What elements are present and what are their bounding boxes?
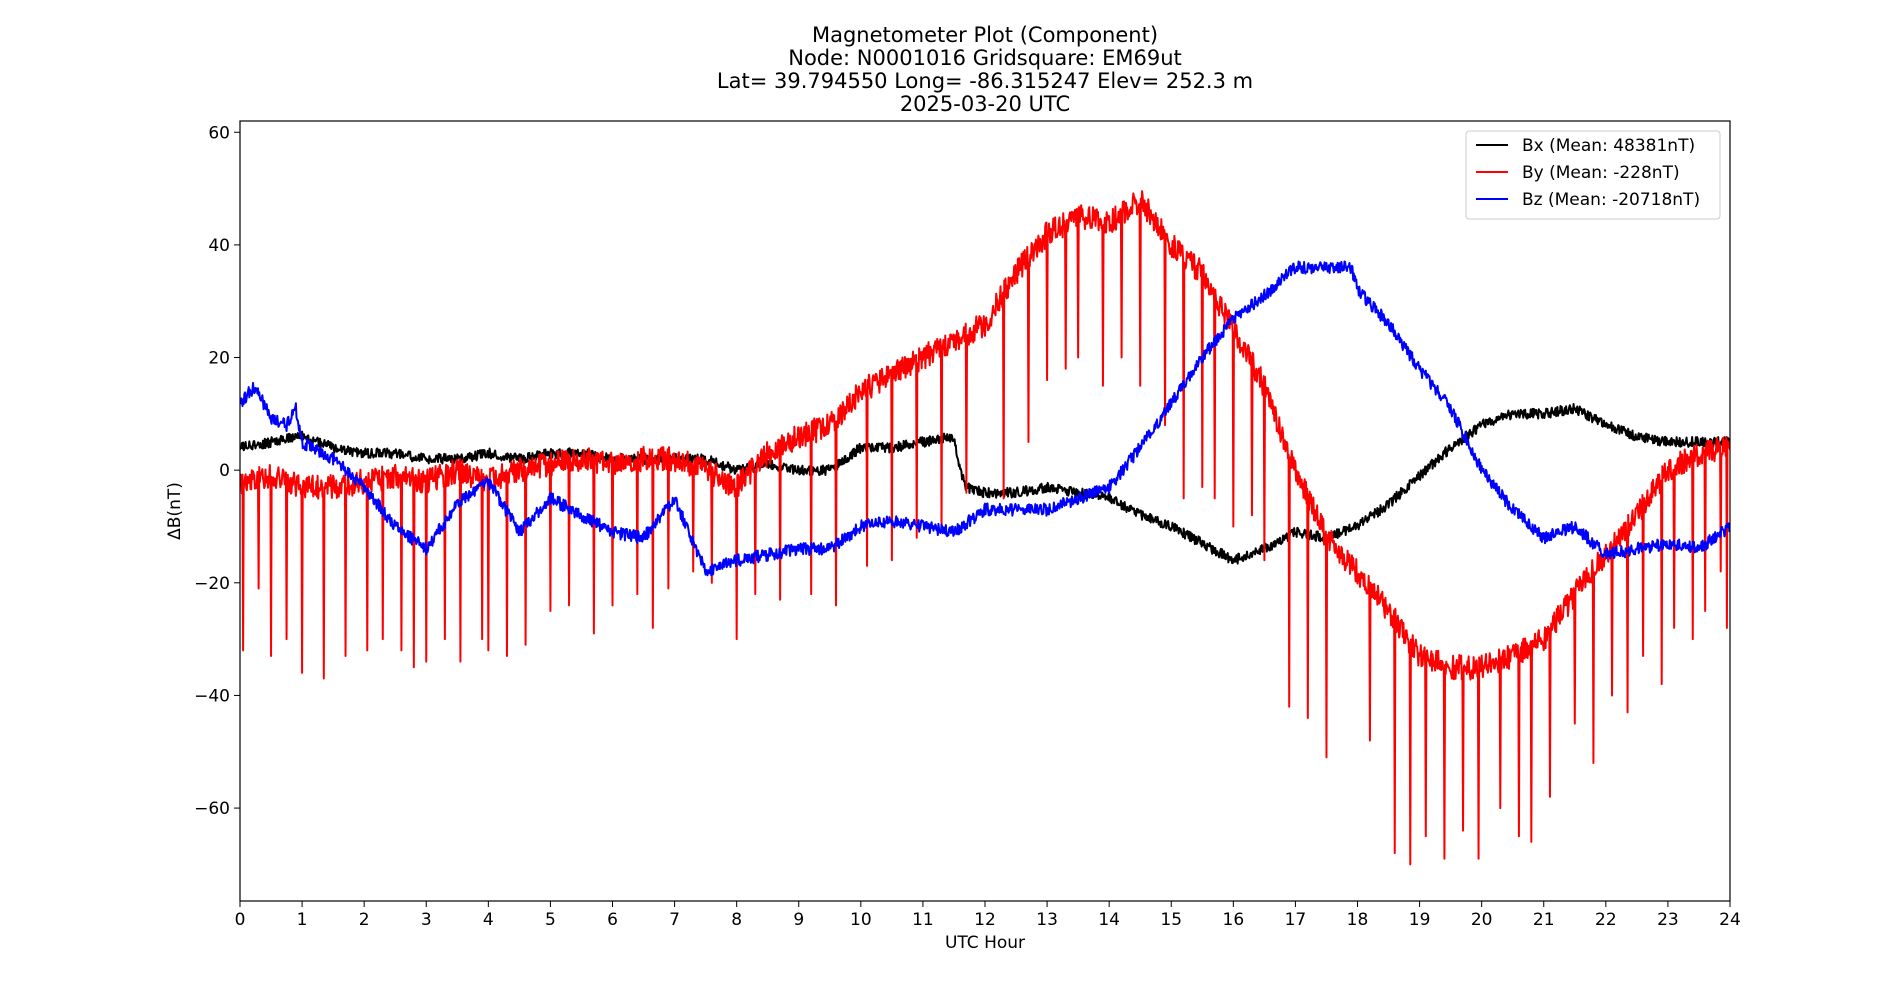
- legend-label-by: By (Mean: -228nT): [1522, 163, 1680, 183]
- y-tick-label: −40: [194, 686, 230, 706]
- y-axis-label: ΔB(nT): [165, 482, 185, 540]
- x-axis-label: UTC Hour: [945, 933, 1025, 953]
- x-tick-label: 9: [793, 910, 804, 930]
- x-tick-label: 15: [1160, 910, 1182, 930]
- y-tick-label: 40: [208, 236, 230, 256]
- x-tick-label: 12: [974, 910, 996, 930]
- x-tick-label: 16: [1223, 910, 1245, 930]
- legend-box: [1465, 130, 1721, 220]
- x-tick-label: 1: [297, 910, 308, 930]
- chart-title-line-2: Node: N0001016 Gridsquare: EM69ut: [788, 46, 1181, 70]
- y-tick-label: −20: [194, 574, 230, 594]
- x-tick-label: 13: [1036, 910, 1058, 930]
- x-tick-label: 23: [1657, 910, 1679, 930]
- series-line-bx: [240, 403, 1730, 565]
- x-tick-label: 7: [669, 910, 680, 930]
- x-tick-label: 18: [1347, 910, 1369, 930]
- x-tick-label: 4: [483, 910, 494, 930]
- series-line-bz: [240, 260, 1730, 577]
- y-axis: 60 40 20 0 −20 −40 −60: [194, 123, 240, 819]
- x-axis: 0 1 2 3 4 5 6 7 8 9 10 11 12 13 14 15 16 17 18 19 20 21 22 23 24: [235, 901, 1741, 930]
- x-tick-label: 2: [359, 910, 370, 930]
- y-tick-label: −60: [194, 799, 230, 819]
- x-tick-label: 19: [1409, 910, 1431, 930]
- x-tick-label: 21: [1533, 910, 1555, 930]
- x-tick-label: 5: [545, 910, 556, 930]
- legend-label-bx: Bx (Mean: 48381nT): [1522, 136, 1695, 156]
- x-tick-label: 10: [850, 910, 872, 930]
- chart-title-line-1: Magnetometer Plot (Component): [812, 23, 1158, 47]
- y-tick-label: 20: [208, 349, 230, 369]
- series-line-by: [240, 190, 1730, 866]
- series-layer: [240, 190, 1730, 866]
- x-tick-label: 22: [1595, 910, 1617, 930]
- legend: Bx (Mean: 48381nT) By (Mean: -228nT) Bz …: [1465, 130, 1721, 220]
- legend-label-bz: Bz (Mean: -20718nT): [1522, 190, 1700, 210]
- x-tick-label: 14: [1098, 910, 1120, 930]
- y-tick-label: 0: [219, 461, 230, 481]
- x-tick-label: 11: [912, 910, 934, 930]
- x-tick-label: 0: [235, 910, 246, 930]
- x-tick-label: 20: [1471, 910, 1493, 930]
- chart-title-line-3: Lat= 39.794550 Long= -86.315247 Elev= 25…: [717, 69, 1253, 93]
- y-tick-label: 60: [208, 123, 230, 143]
- x-tick-label: 6: [607, 910, 618, 930]
- x-tick-label: 3: [421, 910, 432, 930]
- x-tick-label: 17: [1285, 910, 1307, 930]
- x-tick-label: 8: [731, 910, 742, 930]
- x-tick-label: 24: [1719, 910, 1741, 930]
- chart-title-line-4: 2025-03-20 UTC: [900, 92, 1070, 116]
